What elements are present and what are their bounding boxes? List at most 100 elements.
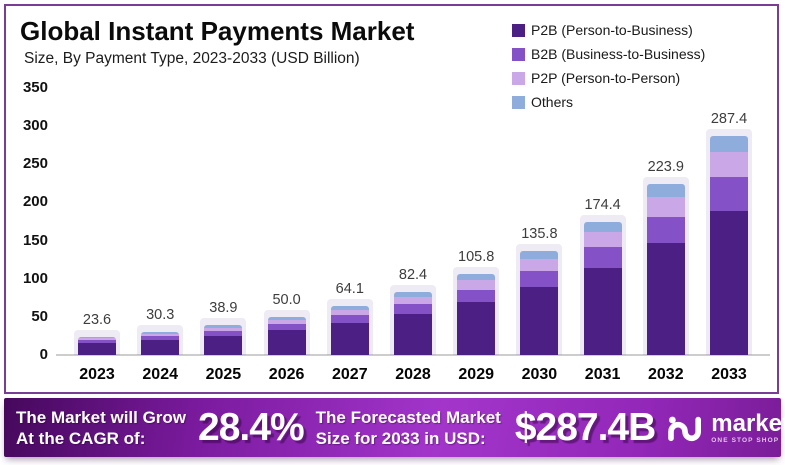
total-label-2031: 174.4 bbox=[584, 196, 621, 213]
x-axis-line bbox=[56, 354, 770, 356]
x-axis-label-2028: 2028 bbox=[395, 366, 431, 383]
legend-label: P2P (Person-to-Person) bbox=[531, 70, 681, 86]
x-axis-label-2030: 2030 bbox=[521, 366, 558, 383]
bar-2029 bbox=[457, 274, 496, 355]
bar-segment-2028-1 bbox=[394, 313, 432, 355]
x-axis-label-2023: 2023 bbox=[79, 366, 115, 383]
bar-segment-2031-3 bbox=[583, 231, 622, 248]
legend-item-1: P2B (Person-to-Business) bbox=[512, 18, 705, 42]
bar-2027 bbox=[330, 306, 369, 355]
total-label-2029: 105.8 bbox=[458, 249, 495, 266]
bar-2023 bbox=[78, 336, 116, 355]
bar-segment-2023-1 bbox=[78, 343, 116, 355]
legend-swatch-icon bbox=[512, 95, 525, 109]
bar-segment-2026-1 bbox=[267, 329, 306, 355]
bar-segment-2024-1 bbox=[141, 339, 180, 355]
bar-2028 bbox=[394, 292, 432, 355]
bar-segment-2027-2 bbox=[330, 315, 369, 323]
bar-segment-2027-4 bbox=[330, 306, 369, 310]
bar-segment-2033-1 bbox=[710, 211, 748, 355]
bar-segment-2024-2 bbox=[141, 336, 180, 340]
x-axis-label-2027: 2027 bbox=[332, 366, 368, 383]
x-axis-label-2032: 2032 bbox=[648, 366, 684, 383]
bar-segment-2026-2 bbox=[267, 324, 306, 330]
bar-segment-2031-1 bbox=[583, 267, 622, 355]
cagr-label: The Market will Grow At the CAGR of: bbox=[16, 407, 186, 449]
bar-segment-2025-4 bbox=[204, 325, 243, 328]
legend-item-3: P2P (Person-to-Person) bbox=[512, 66, 705, 90]
total-label-2026: 50.0 bbox=[272, 291, 301, 308]
x-axis-label-2024: 2024 bbox=[142, 366, 178, 383]
bar-segment-2028-3 bbox=[394, 296, 432, 304]
bar-segment-2033-2 bbox=[710, 177, 748, 212]
total-label-2025: 38.9 bbox=[209, 300, 238, 317]
bar-segment-2031-4 bbox=[583, 221, 622, 232]
bar-segment-2027-1 bbox=[330, 322, 369, 355]
bar-segment-2030-2 bbox=[520, 271, 559, 288]
cagr-value: 28.4% bbox=[198, 405, 305, 449]
bar-segment-2032-4 bbox=[646, 184, 685, 197]
bar-segment-2026-3 bbox=[267, 319, 306, 324]
x-axis-label-2029: 2029 bbox=[458, 366, 494, 383]
bar-segment-2024-4 bbox=[141, 331, 180, 334]
total-label-2027: 64.1 bbox=[335, 281, 364, 298]
bar-2032 bbox=[646, 184, 685, 355]
bar-segment-2030-1 bbox=[520, 287, 559, 355]
legend-item-2: B2B (Business-to-Business) bbox=[512, 42, 705, 66]
total-label-2028: 82.4 bbox=[398, 267, 428, 284]
y-axis-tick-200: 200 bbox=[22, 193, 48, 211]
bar-segment-2023-4 bbox=[78, 336, 116, 339]
bar-segment-2024-3 bbox=[141, 333, 180, 337]
cagr-label-line1: The Market will Grow bbox=[16, 407, 187, 427]
legend: P2B (Person-to-Business) B2B (Business-to… bbox=[512, 18, 705, 114]
bar-2033 bbox=[710, 135, 748, 355]
marketus-logo-icon bbox=[668, 416, 702, 441]
total-label-2024: 30.3 bbox=[146, 306, 175, 323]
bar-segment-2023-3 bbox=[78, 338, 116, 341]
bar-segment-2032-3 bbox=[646, 196, 685, 217]
bar-segment-2029-4 bbox=[457, 274, 496, 281]
bar-2030 bbox=[520, 251, 559, 355]
forecast-label-line2: Size for 2033 in USD: bbox=[315, 428, 486, 448]
x-axis-label-2026: 2026 bbox=[268, 366, 305, 383]
cagr-label-line2: At the CAGR of: bbox=[16, 428, 146, 448]
y-axis-tick-350: 350 bbox=[22, 78, 48, 96]
marketus-logo: market.us ONE STOP SHOP FOR THE REPORTS bbox=[667, 409, 785, 444]
y-axis-tick-100: 100 bbox=[22, 269, 48, 287]
marketus-logo-textblock: market.us ONE STOP SHOP FOR THE REPORTS bbox=[711, 409, 785, 444]
marketus-logo-tagline: ONE STOP SHOP FOR THE REPORTS bbox=[711, 436, 785, 444]
bottom-banner: The Market will Grow At the CAGR of: 28.… bbox=[4, 398, 785, 457]
bar-segment-2028-2 bbox=[394, 304, 432, 314]
bar-segment-2025-1 bbox=[204, 335, 243, 355]
chart-title: Global Instant Payments Market bbox=[20, 16, 415, 46]
x-axis-label-2031: 2031 bbox=[584, 366, 621, 383]
bar-segment-2032-2 bbox=[646, 216, 685, 244]
bar-segment-2027-3 bbox=[330, 309, 369, 316]
bar-2025 bbox=[204, 325, 243, 355]
y-axis-tick-300: 300 bbox=[22, 117, 48, 135]
legend-swatch-icon bbox=[512, 23, 525, 37]
forecast-value: $287.4B bbox=[514, 405, 656, 449]
bar-segment-2031-2 bbox=[583, 247, 622, 268]
bar-segment-2033-4 bbox=[710, 135, 748, 153]
total-label-2033: 287.4 bbox=[710, 110, 748, 127]
bar-segment-2028-4 bbox=[394, 292, 432, 297]
marketus-logo-text: market.us bbox=[711, 409, 785, 437]
bar-segment-2033-3 bbox=[710, 152, 748, 178]
bar-segment-2029-2 bbox=[457, 289, 496, 303]
bar-2024 bbox=[141, 331, 180, 355]
bar-segment-2025-3 bbox=[204, 327, 243, 331]
bar-segment-2032-1 bbox=[646, 243, 685, 355]
legend-label: B2B (Business-to-Business) bbox=[531, 46, 706, 62]
bar-segment-2029-3 bbox=[457, 280, 496, 290]
bar-segment-2026-4 bbox=[267, 316, 306, 320]
bar-segment-2025-2 bbox=[204, 330, 243, 336]
forecast-label: The Forecasted Market Size for 2033 in U… bbox=[316, 407, 501, 449]
y-axis-tick-50: 50 bbox=[31, 307, 48, 325]
x-axis-label-2025: 2025 bbox=[205, 366, 242, 383]
bar-2031 bbox=[583, 221, 622, 355]
x-axis-label-2033: 2033 bbox=[711, 366, 747, 383]
y-axis-tick-0: 0 bbox=[39, 346, 48, 363]
legend-swatch-icon bbox=[512, 71, 525, 85]
